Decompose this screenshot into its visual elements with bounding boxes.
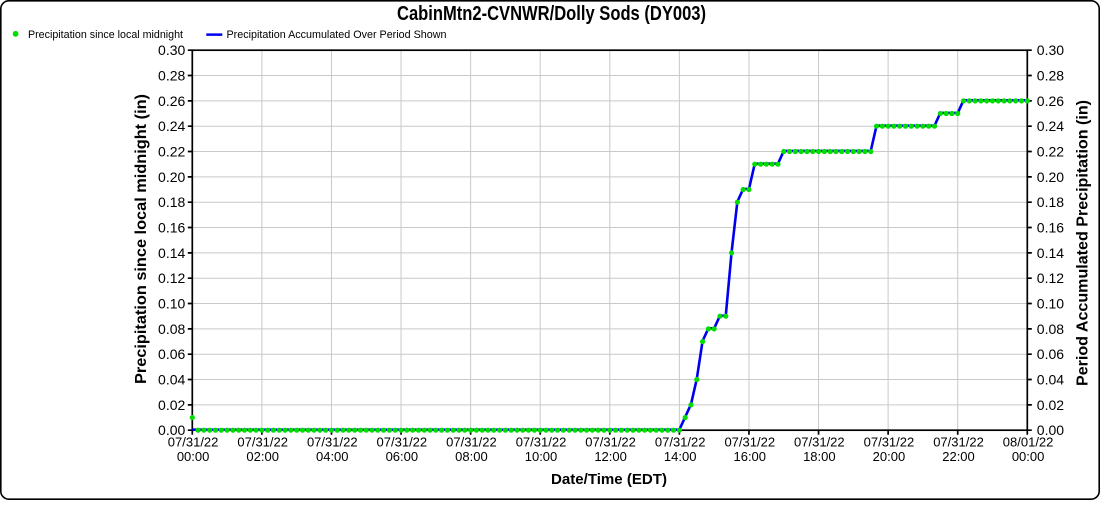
svg-text:16:00: 16:00 [733,449,766,464]
svg-text:0.02: 0.02 [158,397,185,413]
svg-text:04:00: 04:00 [316,449,349,464]
svg-text:0.16: 0.16 [1037,220,1064,236]
svg-text:07/31/22: 07/31/22 [794,435,845,450]
svg-text:0.22: 0.22 [1037,144,1064,160]
svg-text:0.26: 0.26 [1037,93,1064,109]
svg-text:18:00: 18:00 [803,449,836,464]
svg-text:06:00: 06:00 [386,449,419,464]
svg-text:0.14: 0.14 [158,245,185,261]
svg-text:0.06: 0.06 [1037,346,1064,362]
svg-text:0.10: 0.10 [1037,296,1064,312]
svg-text:00:00: 00:00 [1012,449,1045,464]
svg-text:07/31/22: 07/31/22 [655,435,706,450]
svg-text:07/31/22: 07/31/22 [933,435,984,450]
svg-text:07/31/22: 07/31/22 [724,435,775,450]
svg-text:0.28: 0.28 [158,68,185,84]
svg-text:08:00: 08:00 [455,449,488,464]
svg-text:07/31/22: 07/31/22 [446,435,497,450]
svg-text:0.30: 0.30 [158,42,185,58]
svg-text:12:00: 12:00 [594,449,627,464]
svg-text:Precipitation since local midn: Precipitation since local midnight [28,29,183,41]
svg-text:07/31/22: 07/31/22 [585,435,636,450]
svg-text:0.12: 0.12 [158,270,185,286]
svg-text:0.16: 0.16 [158,220,185,236]
svg-text:0.30: 0.30 [1037,42,1064,58]
svg-text:0.10: 0.10 [158,296,185,312]
svg-text:0.18: 0.18 [1037,194,1064,210]
svg-text:07/31/22: 07/31/22 [864,435,915,450]
svg-text:0.26: 0.26 [158,93,185,109]
svg-text:0.04: 0.04 [1037,372,1064,388]
svg-text:0.08: 0.08 [158,321,185,337]
svg-text:0.24: 0.24 [158,118,185,134]
svg-text:0.18: 0.18 [158,194,185,210]
svg-text:07/31/22: 07/31/22 [307,435,358,450]
svg-text:0.04: 0.04 [158,372,185,388]
svg-text:Date/Time (EDT): Date/Time (EDT) [551,471,667,488]
svg-text:0.02: 0.02 [1037,397,1064,413]
svg-text:07/31/22: 07/31/22 [516,435,567,450]
svg-text:10:00: 10:00 [525,449,558,464]
svg-text:0.28: 0.28 [1037,68,1064,84]
svg-text:07/31/22: 07/31/22 [168,435,219,450]
svg-text:14:00: 14:00 [664,449,697,464]
svg-text:02:00: 02:00 [246,449,279,464]
svg-text:0.20: 0.20 [158,169,185,185]
svg-text:08/01/22: 08/01/22 [1003,435,1054,450]
svg-text:00:00: 00:00 [177,449,210,464]
svg-text:07/31/22: 07/31/22 [237,435,288,450]
svg-text:Precipitation Accumulated Over: Precipitation Accumulated Over Period Sh… [227,29,447,41]
svg-text:0.20: 0.20 [1037,169,1064,185]
svg-text:0.08: 0.08 [1037,321,1064,337]
svg-text:20:00: 20:00 [873,449,906,464]
svg-text:Precipitation since local midn: Precipitation since local midnight (in) [133,94,150,384]
svg-text:0.24: 0.24 [1037,118,1064,134]
svg-text:0.22: 0.22 [158,144,185,160]
svg-text:CabinMtn2-CVNWR/Dolly Sods (DY: CabinMtn2-CVNWR/Dolly Sods (DY003) [397,3,706,25]
svg-text:0.06: 0.06 [158,346,185,362]
svg-text:0.00: 0.00 [158,422,185,438]
svg-text:07/31/22: 07/31/22 [377,435,428,450]
svg-text:Period Accumulated Precipitati: Period Accumulated Precipitation (in) [1075,100,1092,386]
svg-text:0.12: 0.12 [1037,270,1064,286]
svg-text:22:00: 22:00 [942,449,975,464]
svg-text:0.00: 0.00 [1037,422,1064,438]
svg-text:0.14: 0.14 [1037,245,1064,261]
